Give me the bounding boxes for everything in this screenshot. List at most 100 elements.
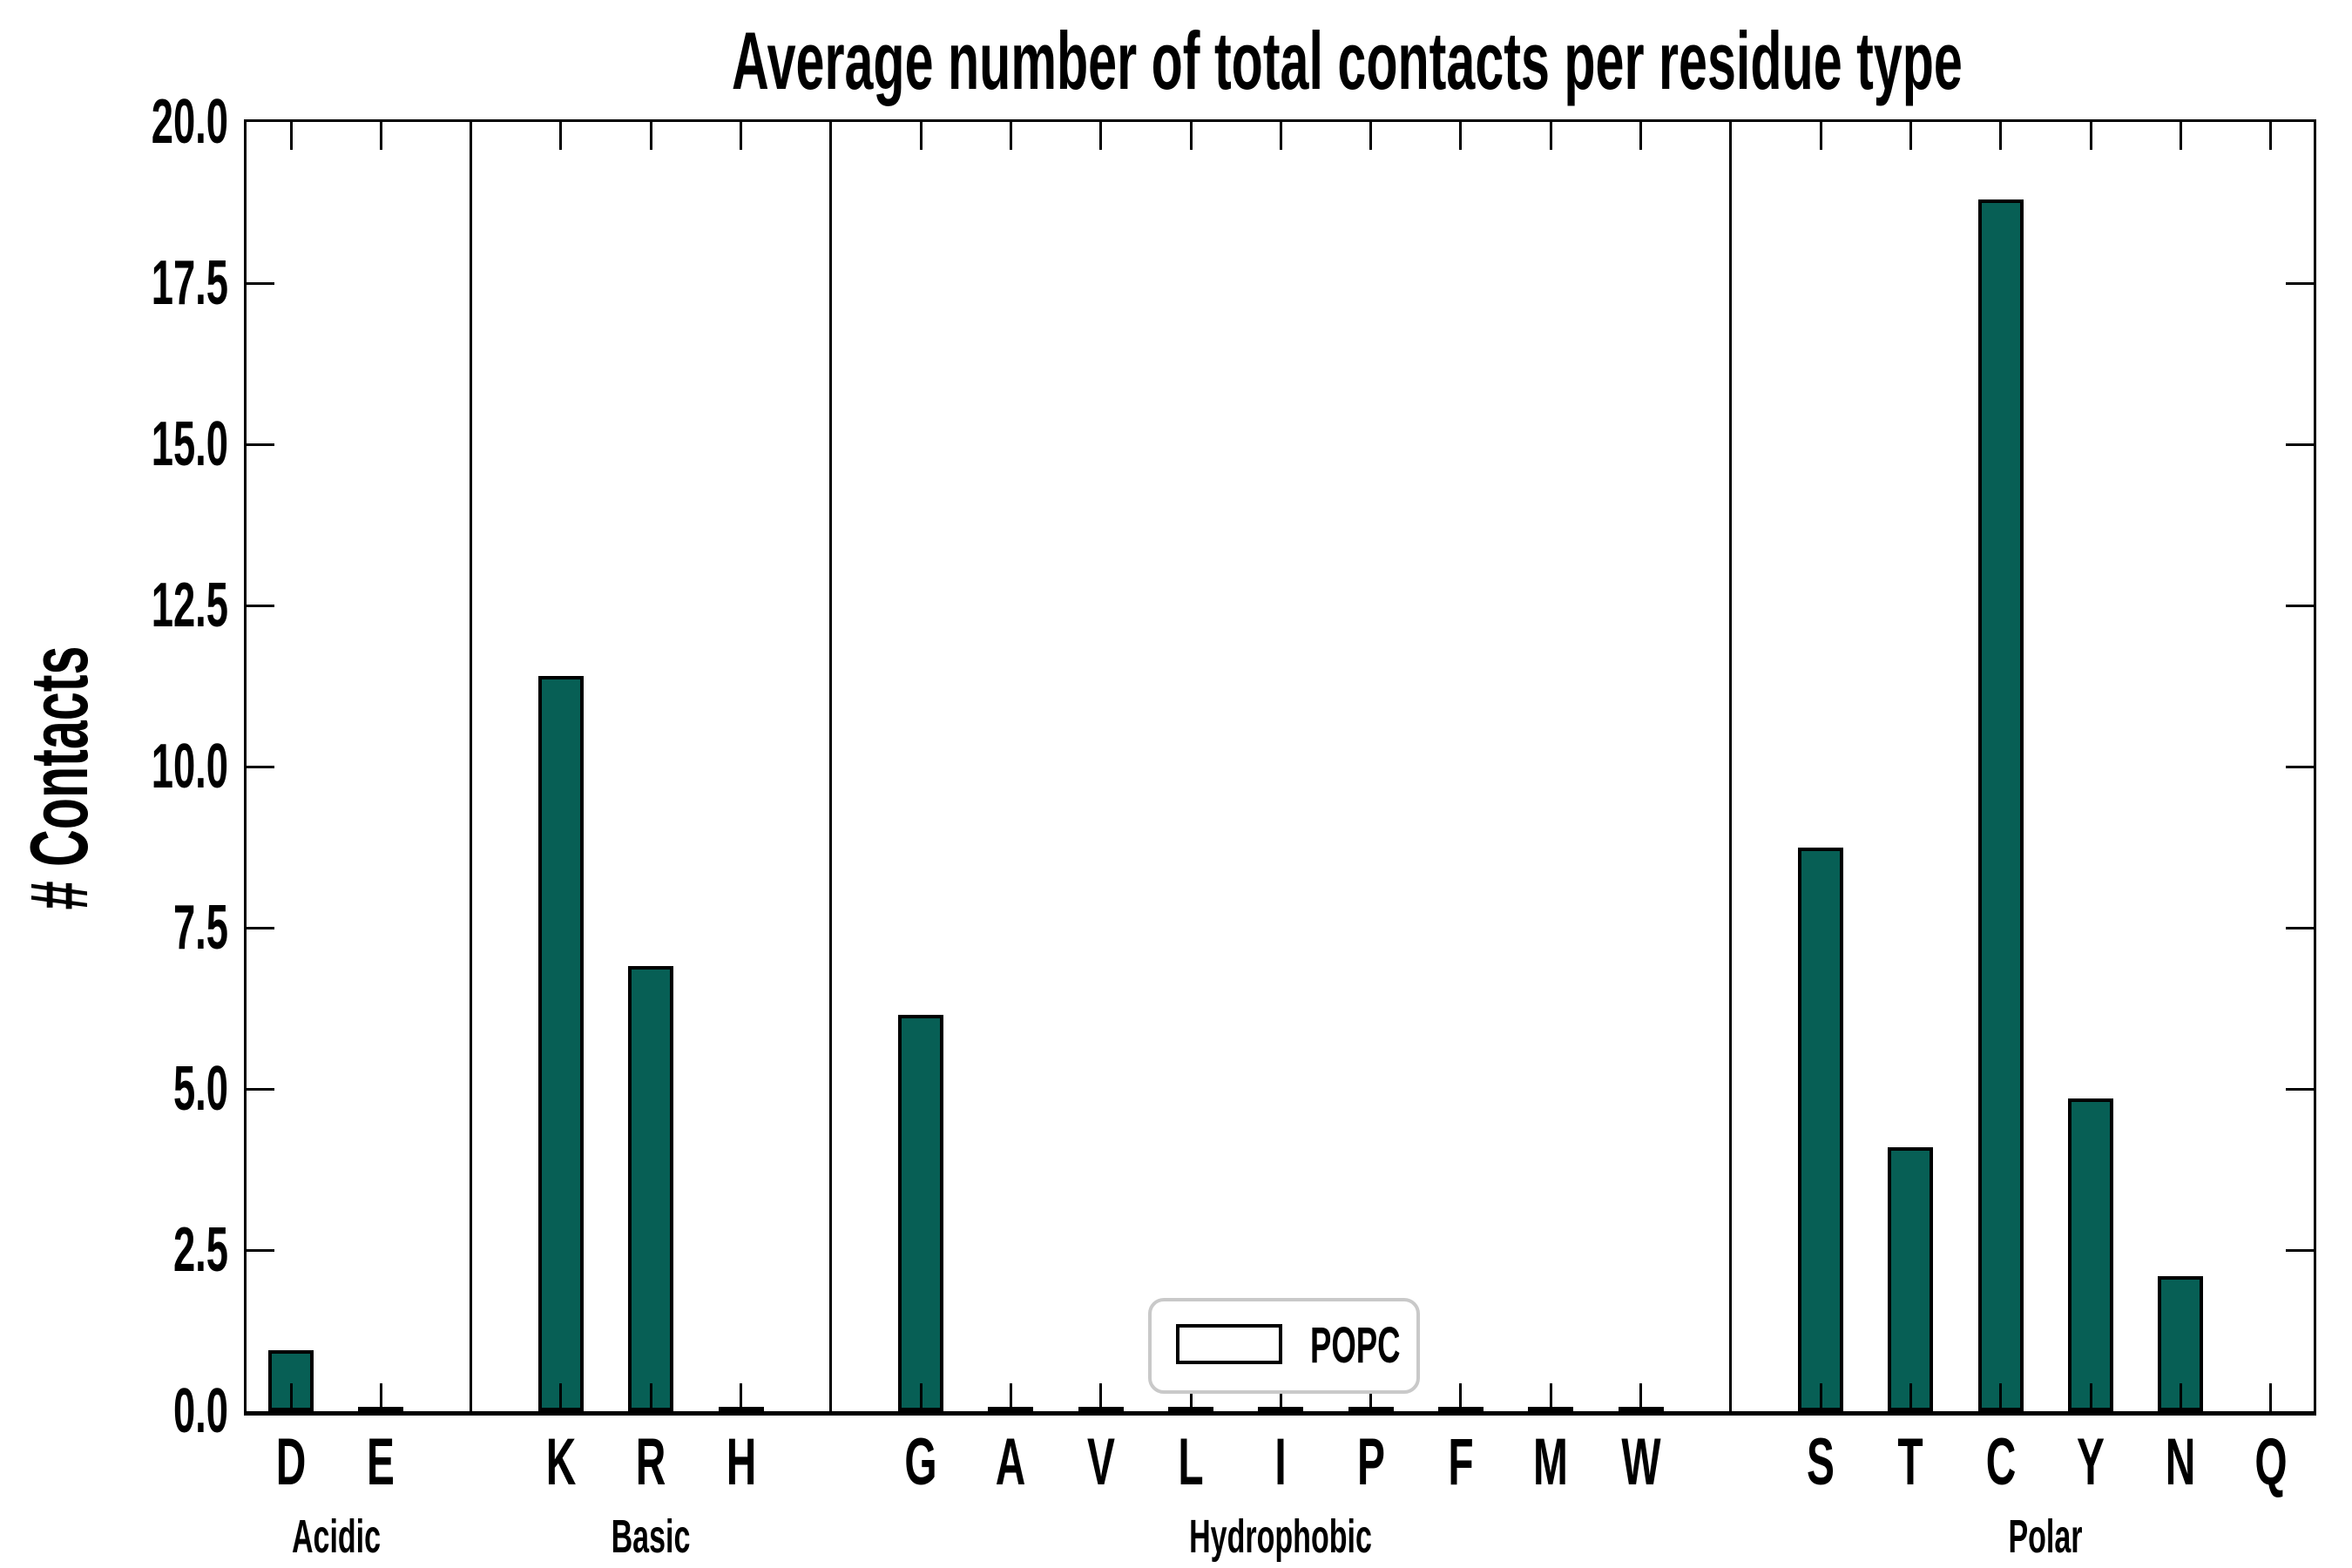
x-tick-top-P bbox=[1369, 122, 1373, 150]
x-label-R: R bbox=[635, 1425, 666, 1499]
y-tick-label-2.5: 2.5 bbox=[172, 1215, 228, 1285]
y-tick-left-15.0 bbox=[247, 443, 274, 446]
y-tick-right-12.5 bbox=[2286, 604, 2314, 607]
x-tick-bottom-D bbox=[289, 1383, 293, 1411]
x-tick-top-Y bbox=[2089, 122, 2092, 150]
x-tick-bottom-S bbox=[1819, 1383, 1822, 1411]
group-label-acidic: Acidic bbox=[291, 1511, 381, 1563]
x-tick-top-D bbox=[289, 122, 293, 150]
y-tick-right-5.0 bbox=[2286, 1087, 2314, 1091]
x-tick-top-V bbox=[1099, 122, 1103, 150]
x-tick-top-S bbox=[1819, 122, 1822, 150]
y-tick-left-5.0 bbox=[247, 1087, 274, 1091]
x-label-C: C bbox=[1985, 1425, 2016, 1499]
y-tick-right-2.5 bbox=[2286, 1248, 2314, 1252]
x-label-D: D bbox=[275, 1425, 307, 1499]
x-tick-bottom-C bbox=[1999, 1383, 2003, 1411]
x-label-W: W bbox=[1620, 1425, 1661, 1499]
axis-bottom bbox=[244, 1411, 2316, 1416]
x-tick-top-H bbox=[740, 122, 742, 150]
x-tick-bottom-P bbox=[1369, 1383, 1373, 1411]
x-tick-bottom-E bbox=[379, 1383, 382, 1411]
x-label-V: V bbox=[1086, 1425, 1115, 1499]
x-tick-bottom-K bbox=[559, 1383, 563, 1411]
x-label-A: A bbox=[996, 1425, 1026, 1499]
y-tick-label-15.0: 15.0 bbox=[151, 409, 228, 479]
group-label-hydrophobic: Hydrophobic bbox=[1189, 1511, 1373, 1563]
x-label-M: M bbox=[1533, 1425, 1569, 1499]
legend-swatch-popc bbox=[1176, 1324, 1282, 1364]
x-label-K: K bbox=[545, 1425, 577, 1499]
group-label-polar: Polar bbox=[2008, 1511, 2083, 1563]
x-tick-top-A bbox=[1009, 122, 1012, 150]
x-tick-bottom-G bbox=[919, 1383, 923, 1411]
x-tick-top-K bbox=[559, 122, 563, 150]
x-tick-bottom-N bbox=[2179, 1383, 2182, 1411]
y-tick-left-7.5 bbox=[247, 926, 274, 929]
group-divider-2 bbox=[1729, 122, 1733, 1411]
bar-D bbox=[268, 1349, 314, 1411]
y-tick-left-10.0 bbox=[247, 765, 274, 768]
y-tick-label-5.0: 5.0 bbox=[172, 1054, 228, 1124]
x-label-T: T bbox=[1897, 1425, 1924, 1499]
y-tick-right-15.0 bbox=[2286, 443, 2314, 446]
x-tick-top-T bbox=[1909, 122, 1912, 150]
y-tick-right-7.5 bbox=[2286, 926, 2314, 929]
x-tick-bottom-V bbox=[1099, 1383, 1103, 1411]
y-tick-left-12.5 bbox=[247, 604, 274, 607]
x-tick-bottom-Q bbox=[2269, 1383, 2273, 1411]
y-tick-left-17.5 bbox=[247, 281, 274, 285]
y-tick-label-0.0: 0.0 bbox=[172, 1376, 228, 1446]
x-label-L: L bbox=[1178, 1425, 1204, 1499]
x-tick-bottom-A bbox=[1009, 1383, 1012, 1411]
y-tick-right-10.0 bbox=[2286, 765, 2314, 768]
x-label-N: N bbox=[2166, 1425, 2196, 1499]
y-tick-label-17.5: 17.5 bbox=[151, 248, 228, 318]
x-tick-bottom-F bbox=[1459, 1383, 1463, 1411]
x-tick-top-R bbox=[649, 122, 652, 150]
legend-label: POPC bbox=[1310, 1317, 1401, 1374]
bar-C bbox=[1977, 199, 2024, 1411]
bar-T bbox=[1888, 1146, 1934, 1411]
x-label-P: P bbox=[1356, 1425, 1385, 1499]
chart-title: Average number of total contacts per res… bbox=[732, 15, 1963, 106]
x-label-I: I bbox=[1274, 1425, 1287, 1499]
x-tick-top-Q bbox=[2269, 122, 2273, 150]
y-tick-label-20.0: 20.0 bbox=[151, 87, 228, 157]
x-label-Y: Y bbox=[2077, 1425, 2105, 1499]
x-label-H: H bbox=[726, 1425, 756, 1499]
bar-R bbox=[628, 966, 674, 1411]
x-tick-top-W bbox=[1639, 122, 1642, 150]
x-tick-bottom-L bbox=[1189, 1383, 1193, 1411]
y-tick-label-7.5: 7.5 bbox=[172, 893, 228, 963]
x-tick-bottom-M bbox=[1549, 1383, 1552, 1411]
x-tick-bottom-H bbox=[740, 1383, 742, 1411]
x-tick-top-L bbox=[1189, 122, 1193, 150]
y-tick-label-12.5: 12.5 bbox=[151, 571, 228, 640]
x-label-F: F bbox=[1448, 1425, 1474, 1499]
bar-G bbox=[898, 1014, 944, 1411]
x-label-S: S bbox=[1807, 1425, 1835, 1499]
x-tick-bottom-T bbox=[1909, 1383, 1912, 1411]
x-tick-top-M bbox=[1549, 122, 1552, 150]
y-tick-label-10.0: 10.0 bbox=[151, 732, 228, 801]
bar-S bbox=[1798, 847, 1844, 1411]
axis-top bbox=[244, 119, 2316, 122]
y-tick-right-17.5 bbox=[2286, 281, 2314, 285]
x-label-E: E bbox=[367, 1425, 395, 1499]
x-tick-bottom-W bbox=[1639, 1383, 1642, 1411]
group-label-basic: Basic bbox=[611, 1511, 691, 1563]
bar-K bbox=[537, 676, 584, 1411]
group-divider-1 bbox=[829, 122, 833, 1411]
x-label-Q: Q bbox=[2254, 1425, 2288, 1499]
x-label-G: G bbox=[904, 1425, 937, 1499]
x-tick-top-C bbox=[1999, 122, 2003, 150]
y-tick-left-2.5 bbox=[247, 1248, 274, 1252]
axis-left bbox=[244, 122, 247, 1414]
x-tick-top-F bbox=[1459, 122, 1463, 150]
x-tick-top-G bbox=[919, 122, 923, 150]
axis-right bbox=[2314, 122, 2316, 1414]
x-tick-top-I bbox=[1279, 122, 1282, 150]
x-tick-bottom-R bbox=[649, 1383, 652, 1411]
